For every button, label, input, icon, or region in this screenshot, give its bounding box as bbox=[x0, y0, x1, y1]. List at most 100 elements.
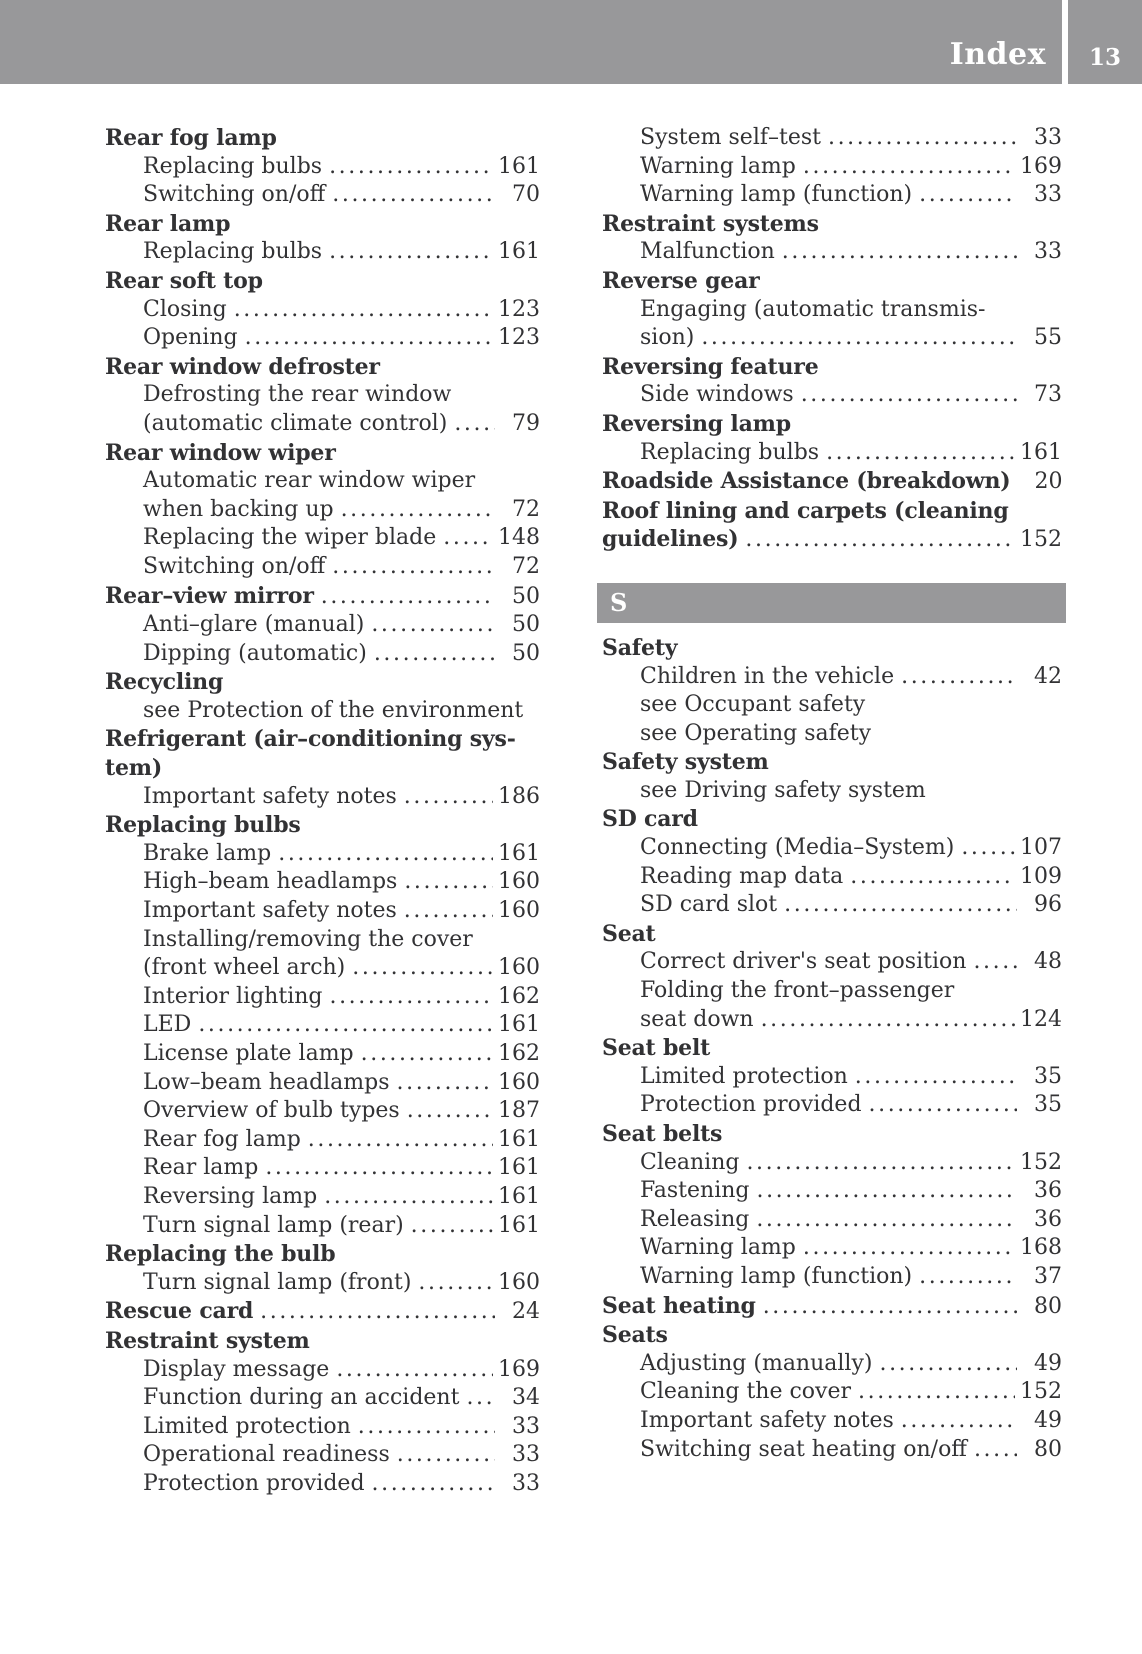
entry-label: Seat belts bbox=[602, 1121, 723, 1147]
entry-label: Rescue card bbox=[105, 1298, 254, 1325]
entry-label: Folding the front–passenger bbox=[640, 978, 955, 1004]
index-entry: Protection provided 33 bbox=[105, 1470, 540, 1499]
index-entry: Seat belts bbox=[602, 1120, 1062, 1149]
entry-label: Overview of bulb types bbox=[143, 1098, 400, 1124]
entry-label: Anti–glare (manual) bbox=[143, 612, 365, 638]
entry-label: Turn signal lamp (rear) bbox=[143, 1212, 404, 1238]
dot-leader bbox=[374, 640, 495, 669]
index-entry: Reverse gear bbox=[602, 267, 1062, 296]
dot-leader bbox=[746, 1149, 1015, 1178]
dot-leader bbox=[404, 868, 493, 897]
entry-label: Operational readiness bbox=[143, 1442, 390, 1468]
page-header: Index 13 bbox=[0, 0, 1142, 84]
entry-label: Opening bbox=[143, 325, 238, 351]
index-entry: Switching seat heating on/off 80 bbox=[602, 1436, 1062, 1465]
index-entry: Automatic rear window wiper bbox=[105, 467, 540, 496]
index-entry: Replacing the wiper blade 148 bbox=[105, 524, 540, 553]
dot-leader bbox=[454, 410, 495, 439]
dot-leader bbox=[321, 583, 495, 612]
entry-label: Seat belt bbox=[602, 1035, 711, 1062]
entry-label: see Operating safety bbox=[640, 720, 872, 746]
page-number: 161 bbox=[498, 153, 540, 179]
dot-leader bbox=[418, 1269, 493, 1298]
index-entry: High–beam headlamps 160 bbox=[105, 868, 540, 897]
dot-leader bbox=[198, 1011, 493, 1040]
page-number: 33 bbox=[512, 1413, 540, 1439]
entry-label: Important safety notes bbox=[640, 1407, 894, 1433]
dot-leader bbox=[961, 834, 1015, 863]
index-entry: Warning lamp 169 bbox=[602, 153, 1062, 182]
index-entry: Function during an accident 34 bbox=[105, 1384, 540, 1413]
page-number: 161 bbox=[498, 1155, 540, 1181]
index-entry: Replacing bulbs 161 bbox=[105, 153, 540, 182]
index-entry: Cleaning the cover 152 bbox=[602, 1378, 1062, 1407]
page-number: 168 bbox=[1020, 1235, 1062, 1261]
entry-label: Limited protection bbox=[640, 1063, 848, 1089]
entry-label: guidelines) bbox=[602, 526, 739, 553]
page-number: 162 bbox=[498, 983, 540, 1009]
dot-leader bbox=[850, 863, 1015, 892]
page-number: 187 bbox=[498, 1098, 540, 1124]
page-number: 148 bbox=[498, 525, 540, 551]
entry-label: Warning lamp (function) bbox=[640, 182, 913, 208]
index-entry: Children in the vehicle 42 bbox=[602, 663, 1062, 692]
index-entry: System self–test 33 bbox=[602, 124, 1062, 153]
entry-label: Adjusting (manually) bbox=[640, 1350, 873, 1376]
index-entry: Overview of bulb types 187 bbox=[105, 1097, 540, 1126]
dot-leader bbox=[784, 891, 1017, 920]
index-entry: see Operating safety bbox=[602, 720, 1062, 749]
index-entry: see Occupant safety bbox=[602, 691, 1062, 720]
index-entry: Reversing feature bbox=[602, 353, 1062, 382]
entry-label: Seat bbox=[602, 920, 656, 947]
index-entry: seat down 124 bbox=[602, 1006, 1062, 1035]
page-number: 70 bbox=[512, 182, 540, 208]
page-number: 186 bbox=[498, 783, 540, 809]
page-number: 72 bbox=[512, 496, 540, 522]
page-number: 160 bbox=[498, 1069, 540, 1095]
entry-label: Interior lighting bbox=[143, 983, 323, 1009]
index-entry: Switching on/off 70 bbox=[105, 181, 540, 210]
dot-leader bbox=[757, 1177, 1018, 1206]
entry-label: (automatic climate control) bbox=[143, 410, 448, 436]
entry-label: Reversing lamp bbox=[602, 410, 791, 437]
page-number: 49 bbox=[1034, 1350, 1062, 1376]
index-entry: SD card bbox=[602, 805, 1062, 834]
entry-label: Restraint systems bbox=[602, 210, 819, 237]
entry-label: Roof lining and carpets (cleaning bbox=[602, 497, 1009, 524]
page-number: 109 bbox=[1020, 863, 1062, 889]
dot-leader bbox=[919, 1263, 1017, 1292]
index-entry: Engaging (automatic transmis- bbox=[602, 296, 1062, 325]
dot-leader bbox=[361, 1040, 493, 1069]
entry-label: Warning lamp bbox=[640, 1235, 796, 1261]
page-number: 20 bbox=[1034, 469, 1063, 495]
entry-label: Cleaning the cover bbox=[640, 1379, 852, 1405]
index-entry: Display message 169 bbox=[105, 1356, 540, 1385]
page-number: 80 bbox=[1034, 1293, 1062, 1319]
index-entry: Roof lining and carpets (cleaning bbox=[602, 497, 1062, 526]
index-entry: Rear–view mirror 50 bbox=[105, 582, 540, 612]
dot-leader bbox=[879, 1350, 1017, 1379]
page-number-badge: 13 bbox=[1068, 0, 1142, 84]
entry-label: Seat heating bbox=[602, 1292, 756, 1319]
entry-label: Cleaning bbox=[640, 1149, 740, 1175]
index-entry: Rescue card 24 bbox=[105, 1297, 540, 1327]
entry-label: Rear soft top bbox=[105, 267, 263, 294]
dot-leader bbox=[411, 1212, 493, 1241]
page-number: 50 bbox=[512, 583, 540, 609]
entry-label: Replacing the bulb bbox=[105, 1241, 336, 1268]
index-entry: Seat belt bbox=[602, 1034, 1062, 1063]
entry-label: Children in the vehicle bbox=[640, 663, 895, 689]
page-number: 35 bbox=[1034, 1063, 1062, 1089]
index-entry: Connecting (Media–System) 107 bbox=[602, 834, 1062, 863]
index-entry: Important safety notes 186 bbox=[105, 783, 540, 812]
page-number: 50 bbox=[512, 612, 540, 638]
index-entry: Folding the front–passenger bbox=[602, 977, 1062, 1006]
page-number: 49 bbox=[1034, 1407, 1062, 1433]
entry-label: License plate lamp bbox=[143, 1041, 354, 1066]
entry-label: Display message bbox=[143, 1356, 330, 1382]
entry-label: Function during an accident bbox=[143, 1385, 460, 1411]
index-entry: Defrosting the rear window bbox=[105, 381, 540, 410]
entry-label: Engaging (automatic transmis- bbox=[640, 296, 986, 322]
